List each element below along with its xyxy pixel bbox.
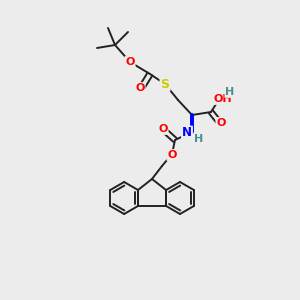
Text: O: O (135, 83, 145, 93)
Text: O: O (158, 124, 168, 134)
Text: O: O (167, 150, 177, 160)
Text: H: H (225, 87, 235, 97)
Text: OH: OH (214, 94, 232, 104)
Text: H: H (194, 134, 204, 144)
Text: N: N (182, 127, 192, 140)
Text: O: O (125, 57, 135, 67)
Text: O: O (216, 118, 226, 128)
Text: S: S (160, 77, 169, 91)
